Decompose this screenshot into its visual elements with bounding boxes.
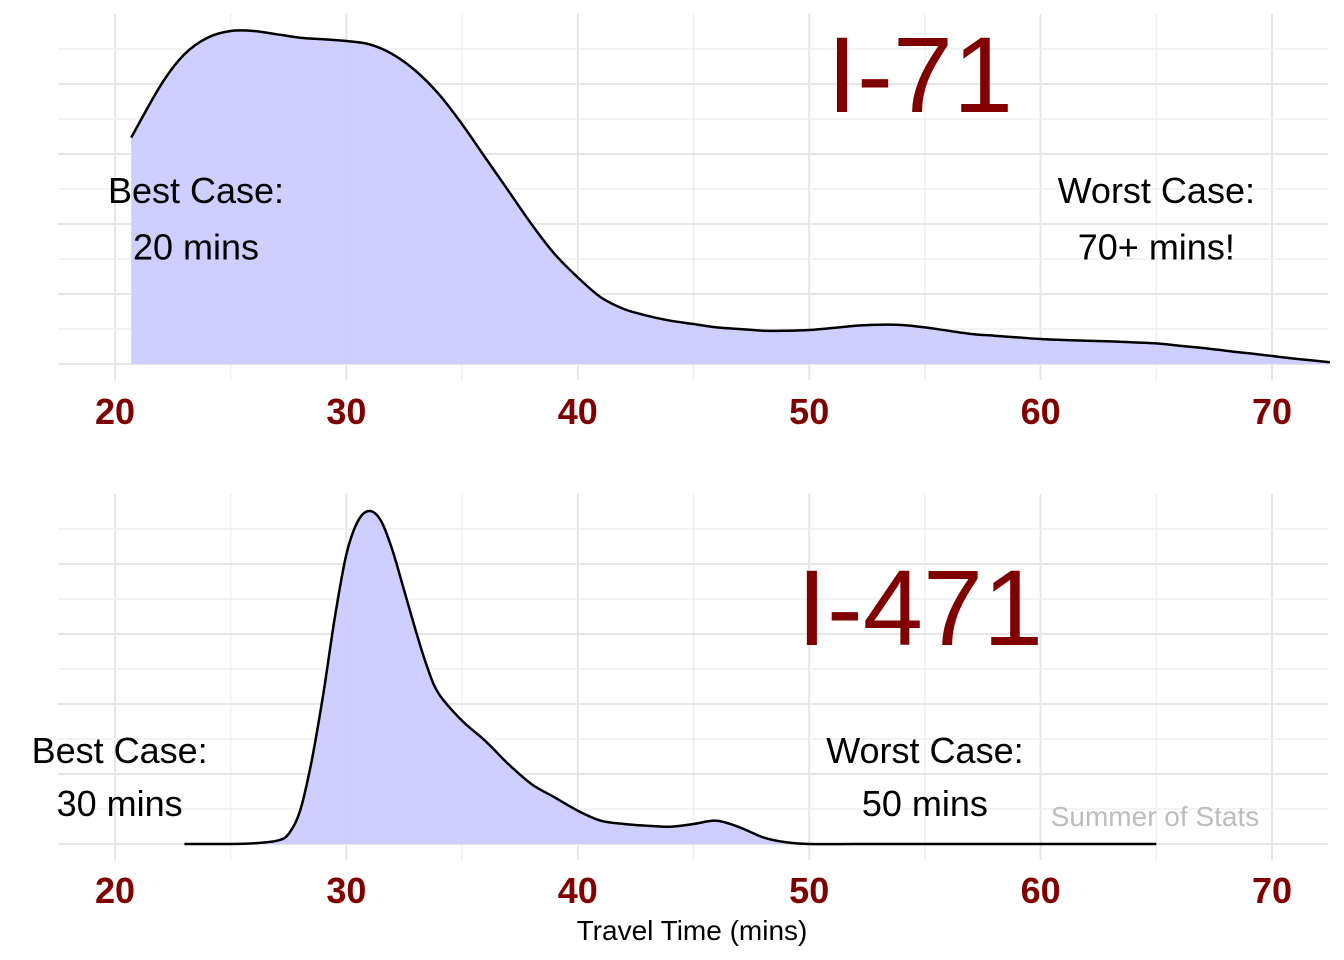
watermark: Summer of Stats (1051, 801, 1260, 832)
x-tick-label: 60 (1021, 391, 1061, 432)
x-tick-label: 30 (326, 391, 366, 432)
density-area-i471 (184, 511, 1157, 845)
x-tick-label: 20 (95, 870, 135, 911)
worst-case-value: 50 mins (862, 783, 988, 824)
worst-case-label: Worst Case: (1058, 170, 1255, 211)
density-line-i471 (184, 509, 1157, 846)
panel-i471: 20 30 40 50 60 70 I-471 Best Case: 30 mins Wors… (32, 494, 1328, 911)
x-tick-label: 40 (558, 870, 598, 911)
x-tick-labels-i71: 20 30 40 50 60 70 (95, 391, 1292, 432)
x-tick-label: 50 (789, 391, 829, 432)
best-case-value: 30 mins (57, 783, 183, 824)
x-tick-labels-i471: 20 30 40 50 60 70 (95, 870, 1292, 911)
x-tick-label: 20 (95, 391, 135, 432)
annotations-i471: Best Case: 30 mins Worst Case: 50 mins (32, 730, 1024, 824)
x-tick-label: 60 (1021, 870, 1061, 911)
route-label-i471: I-471 (797, 547, 1043, 668)
density-line-i71 (130, 29, 1331, 364)
x-axis-title: Travel Time (mins) (577, 915, 808, 946)
worst-case-value: 70+ mins! (1078, 226, 1235, 267)
route-label-i71: I-71 (827, 14, 1013, 135)
best-case-label: Best Case: (108, 170, 284, 211)
annotations-i71: Best Case: 20 mins Worst Case: 70+ mins! (108, 170, 1255, 268)
panel-i71: 20 30 40 50 60 70 I-71 Best Case: 20 mins Worst… (58, 14, 1331, 432)
x-tick-label: 30 (326, 870, 366, 911)
x-tick-label: 70 (1252, 391, 1292, 432)
worst-case-label: Worst Case: (826, 730, 1023, 771)
density-area-i71 (131, 30, 1330, 365)
x-tick-label: 70 (1252, 870, 1292, 911)
best-case-label: Best Case: (32, 730, 208, 771)
best-case-value: 20 mins (133, 226, 259, 267)
x-tick-label: 50 (789, 870, 829, 911)
x-tick-label: 40 (558, 391, 598, 432)
